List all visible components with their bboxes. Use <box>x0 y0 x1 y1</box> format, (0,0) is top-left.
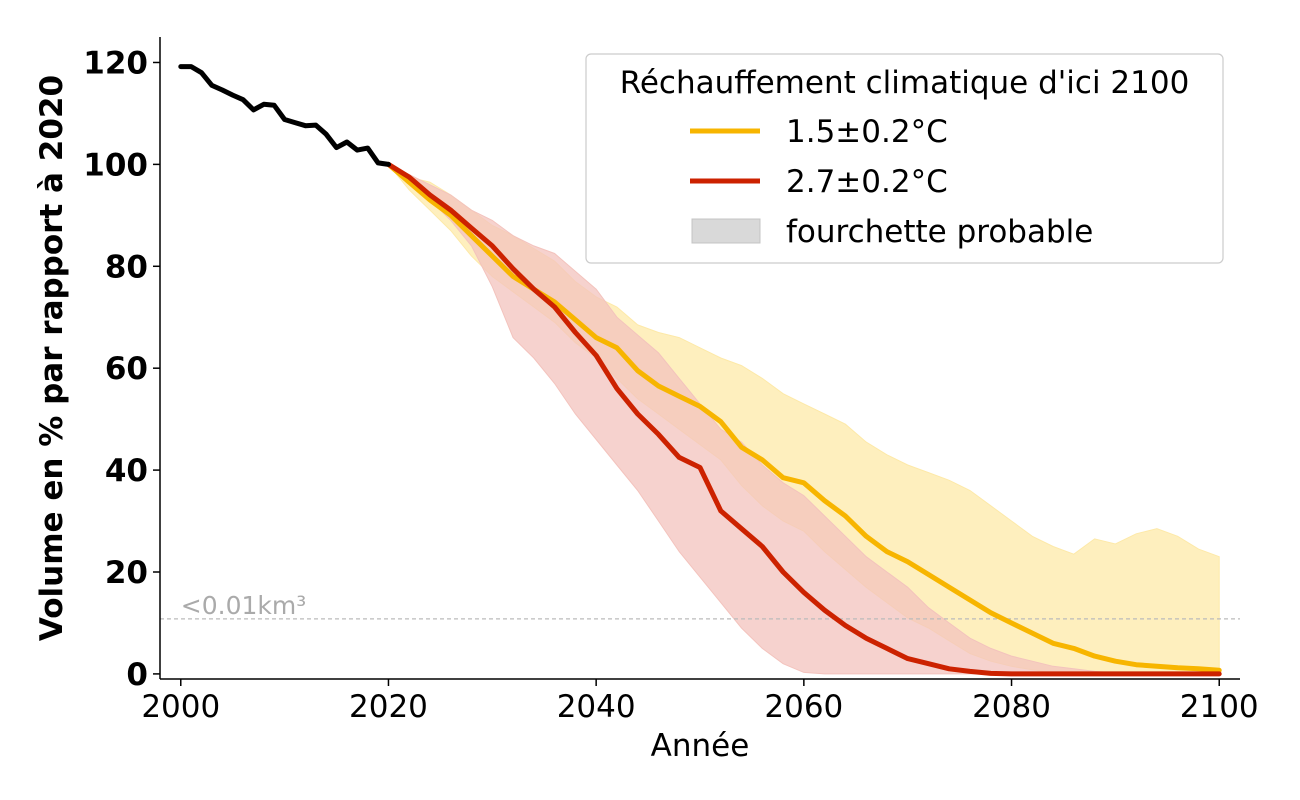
legend-entries: 1.5±0.2°C 2.7±0.2°C fourchette probable <box>690 114 1093 250</box>
y-tick-label: 100 <box>83 147 148 183</box>
y-tick-label: 60 <box>105 351 148 387</box>
y-axis-label: Volume en % par rapport à 2020 <box>34 75 70 641</box>
y-tick-label: 20 <box>105 555 148 591</box>
threshold-label: <0.01km³ <box>181 591 306 620</box>
axes: 2000 2020 2040 2060 2080 2100 020406080100120… <box>34 37 1259 764</box>
line-series-2 <box>386 161 1222 677</box>
legend-label: 2.7±0.2°C <box>786 164 948 200</box>
y-tick-label: 40 <box>105 453 148 489</box>
y-tick-label: 120 <box>83 45 148 81</box>
x-tick-label: 2000 <box>141 689 220 725</box>
x-tick-label: 2100 <box>1180 689 1259 725</box>
legend: Réchauffement climatique d'ici 2100 1.5±… <box>585 53 1224 264</box>
legend-label: fourchette probable <box>786 214 1093 250</box>
y-tick-label: 0 <box>126 657 148 693</box>
threshold-layer: <0.01km³ <box>160 591 1240 620</box>
x-tick-label: 2060 <box>764 689 843 725</box>
x-ticks: 2000 2020 2040 2060 2080 2100 <box>141 679 1259 725</box>
legend-swatch <box>691 218 761 244</box>
band-series-2 <box>388 163 1220 675</box>
series-lines <box>178 64 1222 677</box>
line-series-0 <box>178 64 391 167</box>
legend-title: Réchauffement climatique d'ici 2100 <box>620 65 1190 101</box>
y-ticks: 0 20 40 60 80 100 120 <box>83 45 160 693</box>
legend-box <box>585 53 1224 264</box>
y-tick-label: 80 <box>105 249 148 285</box>
uncertainty-bands <box>388 163 1220 675</box>
legend-label: 1.5±0.2°C <box>786 114 948 150</box>
x-tick-label: 2040 <box>557 689 636 725</box>
x-tick-label: 2020 <box>349 689 428 725</box>
x-axis-label: Année <box>651 728 750 764</box>
x-tick-label: 2080 <box>972 689 1051 725</box>
